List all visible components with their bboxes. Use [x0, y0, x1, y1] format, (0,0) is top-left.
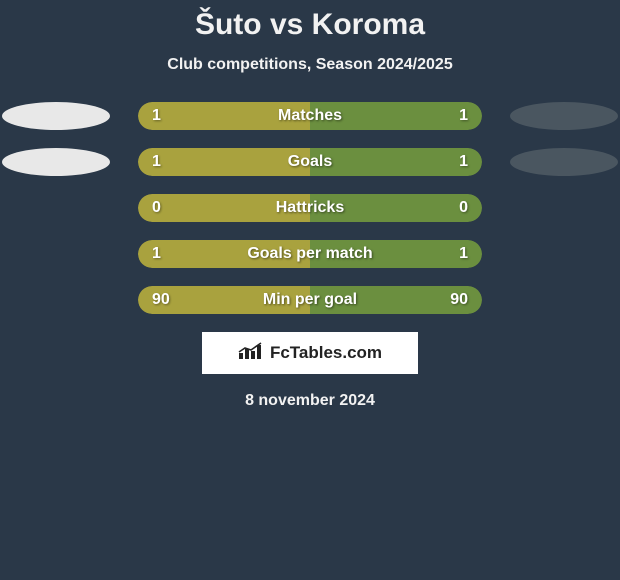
page-title: Šuto vs Koroma [0, 0, 620, 42]
comparison-rows: 11Matches11Goals00Hattricks11Goals per m… [0, 102, 620, 314]
stat-value-left: 1 [152, 240, 161, 268]
stat-value-right: 1 [459, 240, 468, 268]
branding-text: FcTables.com [270, 343, 382, 363]
stat-row: 11Goals per match [0, 240, 620, 268]
stat-value-right: 90 [450, 286, 468, 314]
stat-value-right: 1 [459, 148, 468, 176]
date-text: 8 november 2024 [0, 392, 620, 410]
stat-row: 11Goals [0, 148, 620, 176]
bar-right-fill [310, 148, 482, 176]
bar-right-fill [310, 194, 482, 222]
stat-row: 9090Min per goal [0, 286, 620, 314]
stat-bar: 11Goals per match [138, 240, 482, 268]
stat-value-left: 1 [152, 148, 161, 176]
stat-value-left: 90 [152, 286, 170, 314]
bar-left-fill [138, 102, 310, 130]
page-subtitle: Club competitions, Season 2024/2025 [0, 56, 620, 74]
stat-value-left: 0 [152, 194, 161, 222]
stat-value-left: 1 [152, 102, 161, 130]
bar-left-fill [138, 148, 310, 176]
player-left-marker [2, 102, 110, 130]
bar-right-fill [310, 102, 482, 130]
stat-bar: 11Matches [138, 102, 482, 130]
stat-bar: 00Hattricks [138, 194, 482, 222]
stat-value-right: 1 [459, 102, 468, 130]
player-left-marker [2, 148, 110, 176]
bar-left-fill [138, 194, 310, 222]
stat-row: 00Hattricks [0, 194, 620, 222]
player-right-marker [510, 148, 618, 176]
chart-icon [238, 342, 264, 365]
bar-left-fill [138, 240, 310, 268]
stat-bar: 9090Min per goal [138, 286, 482, 314]
player-right-marker [510, 102, 618, 130]
bar-right-fill [310, 240, 482, 268]
stat-bar: 11Goals [138, 148, 482, 176]
stat-row: 11Matches [0, 102, 620, 130]
branding-badge: FcTables.com [202, 332, 418, 374]
stat-value-right: 0 [459, 194, 468, 222]
